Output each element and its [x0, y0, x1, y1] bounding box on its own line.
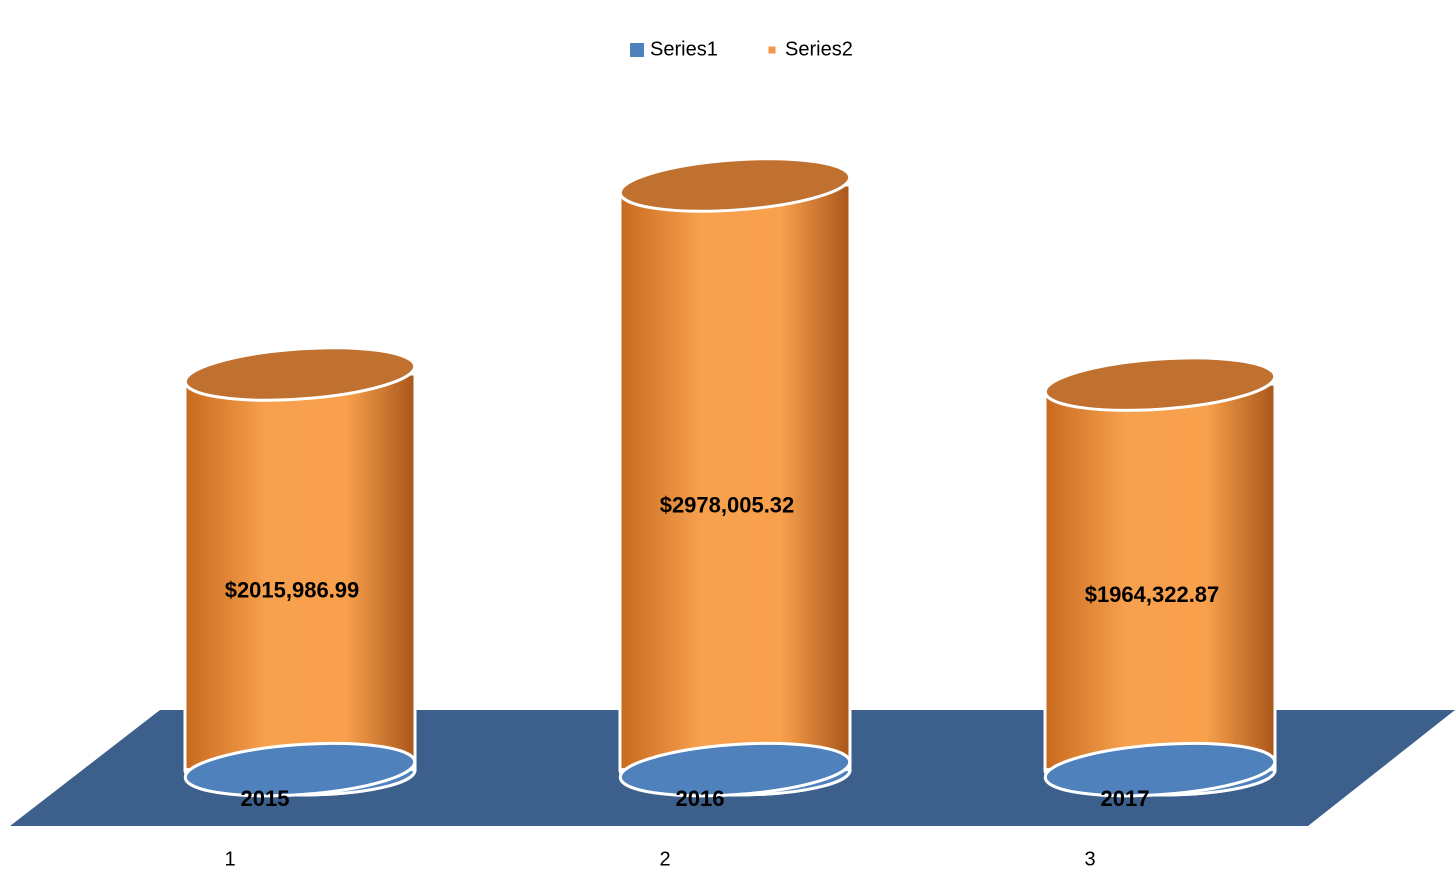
cylinder-body — [618, 183, 852, 797]
data-label: $1964,322.87 — [1085, 582, 1220, 607]
data-label: 2017 — [1101, 786, 1150, 811]
cylinder-top — [618, 741, 852, 798]
cylinder — [1043, 741, 1277, 798]
cylinder-top — [618, 157, 852, 213]
x-tick-label: 1 — [224, 848, 235, 870]
cylinder — [618, 157, 852, 797]
cylinder-top — [1043, 356, 1277, 412]
cylinder-top — [1043, 741, 1277, 798]
cylinder — [183, 346, 417, 797]
data-label: 2015 — [241, 786, 290, 811]
cylinder — [183, 741, 417, 798]
cylinder-top — [183, 346, 417, 402]
data-label: $2978,005.32 — [660, 493, 795, 518]
legend-label: Series2 — [785, 38, 853, 60]
cylinder-top — [183, 741, 417, 798]
cylinder — [618, 741, 852, 798]
x-tick-label: 2 — [659, 848, 670, 870]
legend-swatch — [768, 46, 776, 54]
cylinder — [1043, 356, 1277, 797]
x-tick-label: 3 — [1084, 848, 1095, 870]
data-label: $2015,986.99 — [225, 578, 360, 603]
data-label: 2016 — [676, 786, 725, 811]
legend-label: Series1 — [650, 38, 718, 60]
legend-swatch — [630, 43, 644, 57]
